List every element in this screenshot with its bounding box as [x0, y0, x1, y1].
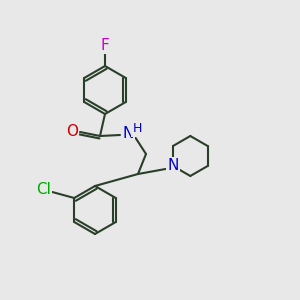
Text: N: N	[167, 158, 179, 173]
Text: Cl: Cl	[36, 182, 51, 196]
Text: O: O	[66, 124, 78, 139]
Text: H: H	[132, 122, 142, 136]
Text: N: N	[122, 127, 134, 142]
Text: F: F	[100, 38, 109, 52]
